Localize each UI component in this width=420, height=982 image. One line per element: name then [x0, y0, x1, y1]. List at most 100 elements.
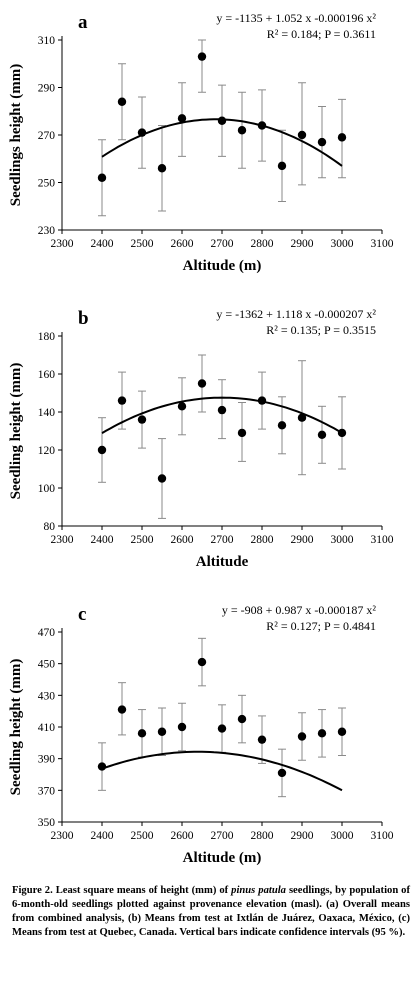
caption-text-start: Least square means of height (mm) of [55, 885, 229, 896]
species-name: pinus patula [231, 885, 286, 896]
x-tick-label: 3100 [371, 238, 394, 250]
caption-text-end: seedlings, by population of 6-month-old … [12, 885, 411, 938]
x-tick-label: 2500 [131, 534, 154, 546]
data-point [197, 52, 207, 61]
data-point [137, 729, 147, 738]
data-point [337, 133, 347, 142]
x-tick-label: 2800 [251, 830, 274, 842]
x-tick-label: 2600 [171, 830, 194, 842]
regression-equation: y = -1135 + 1.052 x -0.000196 x² [216, 11, 376, 25]
y-tick-label: 470 [38, 627, 56, 639]
figure-label: Figure 2. [12, 885, 53, 896]
y-tick-label: 120 [38, 445, 56, 457]
x-tick-label: 2300 [51, 830, 74, 842]
data-point [197, 657, 207, 667]
data-point [237, 428, 247, 438]
data-point [317, 430, 327, 439]
x-tick-label: 2600 [171, 534, 194, 546]
x-axis-title: Altitude (m) [183, 258, 262, 274]
y-tick-label: 370 [38, 785, 56, 797]
y-tick-label: 100 [38, 483, 56, 495]
chart-panel-c: 350 370 390 410 430 450 470 2300 2400 2500 2600 270… [8, 603, 394, 866]
x-tick-label: 2500 [131, 830, 154, 842]
trend-line [101, 396, 343, 434]
data-point [337, 727, 347, 736]
data-point [317, 137, 327, 147]
panel-label: b [78, 308, 89, 329]
x-tick-label: 2900 [291, 238, 314, 250]
panel-label: a [78, 12, 88, 33]
x-tick-label: 3100 [371, 830, 394, 842]
x-tick-label: 2400 [91, 534, 114, 546]
y-axis-title: Seedling height (mm) [8, 659, 24, 796]
x-tick-label: 2800 [251, 238, 274, 250]
regression-stats: R² = 0.127; P = 0.4841 [266, 619, 376, 633]
x-axis-title: Altitude (m) [183, 850, 262, 866]
data-point [197, 379, 207, 388]
data-point [137, 128, 147, 137]
x-tick-label: 2500 [131, 238, 154, 250]
data-point [277, 768, 287, 778]
data-point [117, 705, 127, 714]
regression-stats: R² = 0.135; P = 0.3515 [266, 323, 376, 337]
x-tick-label: 3000 [331, 238, 354, 250]
y-tick-label: 410 [38, 722, 56, 734]
y-axis-title: Seedling height (mm) [8, 363, 24, 500]
data-point [97, 445, 107, 455]
y-tick-label: 310 [38, 35, 56, 47]
y-tick-label: 430 [38, 690, 56, 702]
data-point [317, 729, 327, 738]
y-tick-label: 390 [38, 754, 56, 766]
data-point [157, 474, 167, 483]
data-point [177, 402, 187, 411]
data-point [97, 762, 107, 771]
x-tick-label: 2800 [251, 534, 274, 546]
regression-equation: y = -908 + 0.987 x -0.000187 x² [222, 603, 377, 617]
x-tick-label: 2600 [171, 238, 194, 250]
data-point [297, 413, 307, 422]
x-tick-label: 2700 [211, 830, 234, 842]
y-tick-label: 80 [44, 521, 56, 533]
y-tick-label: 450 [38, 659, 56, 671]
data-point [217, 116, 227, 125]
data-point [277, 161, 287, 171]
figure-caption: Figure 2. Least square means of height (… [12, 884, 410, 940]
regression-equation: y = -1362 + 1.118 x -0.000207 x² [216, 307, 376, 321]
data-point [157, 727, 167, 736]
x-tick-label: 3000 [331, 534, 354, 546]
data-point [217, 724, 227, 733]
y-tick-label: 250 [38, 178, 56, 190]
chart-panel-a: 230 250 270 290 310 2300 2400 2500 2600 2700 2800 2… [8, 11, 394, 274]
trend-line [101, 750, 343, 792]
data-point [157, 164, 167, 173]
y-tick-label: 180 [38, 331, 56, 343]
data-point [177, 722, 187, 732]
data-point [117, 97, 127, 106]
y-axis-title: Seedlings height (mm) [8, 64, 24, 207]
y-tick-label: 350 [38, 817, 56, 829]
data-point [257, 121, 267, 130]
x-tick-label: 3000 [331, 830, 354, 842]
x-tick-label: 2300 [51, 238, 74, 250]
data-point [237, 126, 247, 135]
data-point [297, 732, 307, 741]
x-tick-label: 2300 [51, 534, 74, 546]
y-tick-label: 140 [38, 407, 56, 419]
x-tick-label: 2700 [211, 238, 234, 250]
x-axis-title: Altitude [196, 554, 249, 570]
data-point [257, 735, 267, 744]
data-point [237, 714, 247, 724]
data-point [297, 130, 307, 140]
x-tick-label: 2900 [291, 534, 314, 546]
data-point [137, 415, 147, 424]
data-point [257, 396, 267, 405]
x-tick-label: 2900 [291, 830, 314, 842]
x-tick-label: 2400 [91, 830, 114, 842]
data-point [337, 428, 347, 438]
panel-label: c [78, 604, 86, 625]
data-point [217, 405, 227, 415]
data-point [97, 173, 107, 182]
x-tick-label: 3100 [371, 534, 394, 546]
data-point [117, 396, 127, 405]
y-tick-label: 270 [38, 130, 56, 142]
